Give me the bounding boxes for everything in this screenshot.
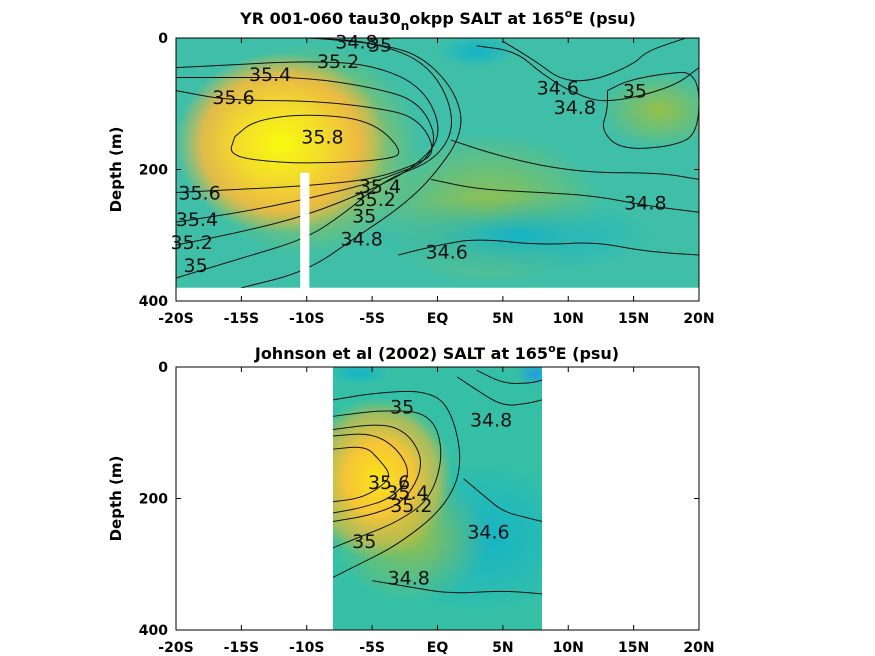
- x-tick-label: 15N: [618, 640, 649, 656]
- contour-label: 35: [623, 81, 647, 103]
- y-tick-label: 0: [158, 31, 168, 47]
- contour-label: 35.2: [390, 495, 432, 517]
- contour-label: 34.8: [388, 567, 430, 589]
- x-tick-label: 20N: [683, 311, 714, 327]
- contour-label: 35.2: [354, 189, 396, 211]
- contour-label: 35.2: [317, 51, 359, 73]
- contour-34-8: [372, 580, 543, 595]
- bottom-panel: Johnson et al (2002) SALT at 165oE (psu)…: [107, 342, 715, 656]
- contour-35-6: [332, 446, 389, 503]
- y-tick-label: 200: [139, 492, 168, 508]
- contour-34-8: [450, 139, 699, 180]
- contour-label: 34.6: [537, 77, 579, 99]
- x-tick-label: -5S: [359, 311, 385, 327]
- chart-title-part: YR 001-060 tau30: [239, 9, 401, 28]
- contour-label: 35.2: [171, 232, 213, 254]
- contour-label: 35: [390, 396, 414, 418]
- contour-label: 35.4: [386, 482, 428, 504]
- contour-label: 35: [184, 255, 208, 277]
- top-panel: YR 001-060 tau30nokpp SALT at 165oE (psu…: [107, 7, 715, 327]
- contour-34-8: [332, 390, 461, 578]
- chart-title-part: okpp SALT at 165: [409, 9, 564, 28]
- contour-label: 35.4: [359, 176, 401, 198]
- salinity-field: [176, 38, 699, 288]
- contour-34-8: [430, 178, 699, 213]
- contour-label: 35: [352, 531, 376, 553]
- y-axis-label: Depth (m): [107, 456, 125, 542]
- field-shade: [599, 71, 699, 149]
- contour-34-6: [502, 38, 687, 82]
- x-tick-label: 5N: [492, 311, 513, 327]
- contour-label: 35.4: [176, 209, 218, 231]
- contour-label: 35.6: [368, 472, 410, 494]
- contour-label: 34.8: [470, 410, 512, 432]
- x-tick-label: 15N: [618, 311, 649, 327]
- x-tick-label: -15S: [224, 640, 259, 656]
- contour-35-2: [332, 424, 421, 523]
- chart-title-part: o: [565, 7, 573, 20]
- x-tick-label: -5S: [359, 640, 385, 656]
- y-tick-label: 400: [139, 623, 168, 639]
- contour-35-8: [230, 114, 400, 164]
- x-tick-label: EQ: [427, 311, 449, 327]
- y-tick-label: 400: [139, 294, 168, 310]
- contour-34-8: [476, 45, 699, 102]
- contour-label: 34.6: [467, 521, 509, 543]
- contour-label: 35.6: [178, 183, 220, 205]
- field-shade: [436, 38, 517, 69]
- chart-title-part: n: [401, 19, 410, 33]
- salinity-field: [332, 367, 543, 630]
- contour-label: 35: [368, 35, 392, 57]
- contour-35: [332, 410, 442, 549]
- contour-label: 34.8: [341, 229, 383, 251]
- x-tick-label: 20N: [683, 640, 714, 656]
- chart-title: YR 001-060 tau30nokpp SALT at 165oE (psu…: [239, 7, 636, 33]
- chart-title-part: E (psu): [556, 344, 620, 363]
- field-shade: [176, 53, 386, 233]
- contour-34-6: [398, 239, 699, 256]
- y-tick-label: 0: [158, 360, 168, 376]
- contour-label: 34.8: [624, 192, 666, 214]
- x-tick-label: -10S: [289, 640, 324, 656]
- contour-label: 34.8: [335, 31, 377, 53]
- x-tick-label: EQ: [427, 640, 449, 656]
- x-tick-label: -20S: [158, 640, 193, 656]
- chart-title-part: E (psu): [572, 9, 636, 28]
- x-tick-label: 5N: [492, 640, 513, 656]
- field-shade: [375, 196, 656, 274]
- field-shade: [515, 367, 543, 387]
- x-tick-label: -15S: [224, 311, 259, 327]
- contour-label: 35.8: [301, 127, 343, 149]
- contour-label: 35.4: [249, 64, 291, 86]
- field-shade: [332, 397, 454, 560]
- contour-35: [602, 72, 699, 149]
- contour-34-6: [463, 478, 543, 522]
- y-tick-label: 200: [139, 163, 168, 179]
- x-tick-label: -10S: [289, 311, 324, 327]
- chart-title-part: Johnson et al (2002) SALT at 165: [254, 344, 548, 363]
- chart-title: Johnson et al (2002) SALT at 165oE (psu): [254, 342, 619, 363]
- contour-35-4: [176, 76, 435, 223]
- contour-34-8: [241, 38, 462, 288]
- contour-34-8: [456, 376, 543, 406]
- x-tick-label: -20S: [158, 311, 193, 327]
- x-tick-label: 10N: [553, 311, 584, 327]
- contour-35-4: [332, 433, 408, 514]
- contour-label: 35.6: [212, 87, 254, 109]
- data-gap: [300, 172, 310, 288]
- x-tick-label: 10N: [553, 640, 584, 656]
- contour-34-6: [476, 369, 543, 384]
- contour-label: 35: [352, 206, 376, 228]
- y-axis-label: Depth (m): [107, 127, 125, 213]
- chart-title-part: o: [548, 342, 556, 355]
- contour-label: 34.8: [554, 97, 596, 119]
- contour-label: 34.6: [425, 242, 467, 264]
- field-shade: [332, 367, 390, 385]
